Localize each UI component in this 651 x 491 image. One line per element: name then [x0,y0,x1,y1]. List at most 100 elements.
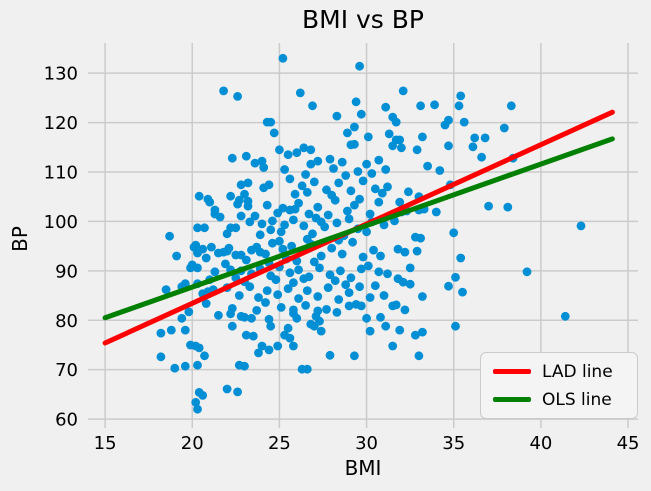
scatter-point [348,237,357,247]
scatter-point [250,158,260,168]
x-tick-label: 15 [94,433,117,454]
scatter-point [384,129,394,139]
scatter-point [391,117,401,127]
scatter-point [560,311,570,321]
scatter-point [381,321,391,331]
scatter-point [346,273,356,283]
scatter-point [280,220,289,230]
scatter-point [201,299,211,308]
scatter-point [297,181,307,191]
scatter-point [376,251,385,261]
scatter-point [241,151,251,161]
scatter-point [273,341,283,351]
scatter-point [379,291,389,300]
scatter-point [334,178,344,188]
scatter-point [231,223,241,233]
scatter-point [180,361,190,371]
scatter-point [285,268,295,278]
scatter-point [252,306,262,315]
scatter-point [363,132,373,142]
scatter-point [294,265,303,275]
scatter-point [388,141,398,151]
scatter-point [273,208,283,218]
scatter-point [189,242,199,252]
scatter-point [353,167,363,176]
scatter-point [374,197,384,207]
scatter-point [193,404,202,414]
scatter-point [198,244,208,254]
scatter-point [283,323,293,333]
scatter-point [172,251,182,261]
scatter-point [480,133,490,143]
scatter-point [257,219,267,229]
scatter-point [451,321,460,331]
scatter-point [355,61,364,71]
scatter-point [404,187,413,197]
scatter-point [243,178,253,188]
scatter-point [365,293,375,302]
scatter-point [233,92,243,101]
y-tick-label: 110 [44,162,78,183]
scatter-point [294,198,303,208]
scatter-point [285,174,295,184]
scatter-point [344,301,354,311]
x-axis-label: BMI [344,456,382,480]
x-tick-label: 40 [529,433,552,454]
scatter-point [444,141,453,151]
scatter-point [193,263,202,273]
scatter-point [332,308,342,317]
scatter-point [289,305,298,315]
scatter-point [302,187,312,197]
scatter-point [327,243,337,253]
scatter-point [374,267,384,277]
scatter-point [350,200,359,210]
scatter-point [299,143,309,153]
scatter-point [302,234,312,244]
scatter-point [330,195,340,205]
y-tick-label: 130 [44,64,78,85]
scatter-point [313,156,323,166]
y-tick-label: 100 [44,212,78,233]
scatter-point [412,145,422,155]
scatter-point [266,225,276,235]
scatter-point [330,276,340,286]
scatter-point [456,253,466,263]
scatter-point [377,188,387,198]
scatter-point [264,180,274,190]
scatter-point [236,211,246,221]
scatter-point [191,397,201,407]
scatter-point [276,227,286,237]
scatter-point [576,221,586,231]
x-tick-label: 45 [617,433,640,454]
scatter-point [350,122,359,132]
scatter-point [259,163,269,172]
y-tick-label: 70 [55,360,78,381]
scatter-point [323,210,333,220]
scatter-point [306,159,316,169]
scatter-point [266,321,276,331]
scatter-point [262,286,272,295]
scatter-point [499,123,509,133]
scatter-point [268,238,277,248]
scatter-point [275,145,284,155]
scatter-point [363,261,373,271]
scatter-point [418,327,427,337]
scatter-point [180,279,190,289]
scatter-point [325,350,335,360]
scatter-point [301,301,310,310]
scatter-point [355,194,364,204]
legend: LAD line OLS line [480,352,638,419]
scatter-point [332,218,342,228]
scatter-point [365,326,375,336]
scatter-point [219,86,229,96]
scatter-point [316,326,326,336]
scatter-point [393,244,403,254]
scatter-point [356,109,366,119]
scatter-point [367,169,377,178]
scatter-point [222,384,232,394]
scatter-point [309,257,319,267]
scatter-point [234,195,244,205]
scatter-point [289,215,298,225]
legend-label: OLS line [542,389,612,410]
